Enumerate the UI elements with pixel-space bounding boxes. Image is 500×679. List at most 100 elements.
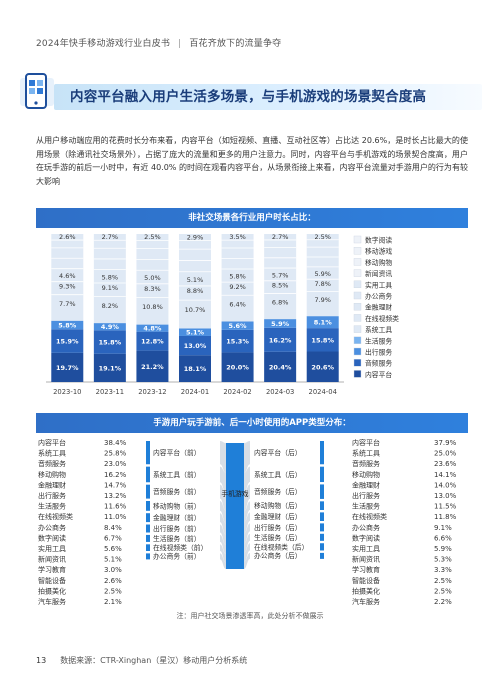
before-app-name: 新闻资讯: [38, 555, 66, 564]
flow-band-after: [244, 533, 250, 553]
bar-value-label: 8.5%: [272, 282, 289, 290]
flow-label-after: 内容平台（后）: [254, 448, 302, 457]
bar-value-label: 5.8%: [102, 273, 119, 281]
flow-node-after: [320, 484, 324, 499]
bar-value-label: 7.7%: [59, 300, 76, 308]
after-app-name: 拍摄美化: [352, 586, 380, 595]
flow-label-before: 音频服务（前）: [153, 487, 201, 496]
legend-label: 系统工具: [365, 325, 392, 334]
flow-band-before: [220, 513, 226, 535]
after-app-name: 出行服务: [352, 491, 380, 500]
flow-label-after: 办公商务（后）: [254, 551, 302, 560]
flow-label-after: 音频服务（后）: [254, 487, 302, 496]
legend-swatch: [353, 325, 362, 333]
flow-label-before: 出行服务（前）: [153, 524, 201, 533]
flow-label-before: 在线视频类（前）: [153, 543, 207, 552]
bar-segment: [179, 355, 211, 382]
after-app-value: 2.5%: [434, 587, 452, 595]
flow-label-after: 系统工具（后）: [254, 470, 302, 479]
after-app-value: 14.0%: [434, 481, 457, 489]
section-title: 内容平台融入用户生活多场景，与手机游戏的场景契合度高: [18, 70, 482, 116]
stacked-bar-svg: 19.7% 15.9% 5.8% 7.7% 9.3% 4.6% 2.6% 2023-10 19.…: [46, 233, 399, 396]
flow-band-before: [220, 534, 226, 554]
app-flow-chart: 内容平台 38.4% 系统工具 25.8% 音频服务 23.0% 移动购物 16.2% 金融理财…: [36, 435, 468, 615]
bar-value-label: 5.7%: [272, 271, 289, 279]
before-app-name: 移动购物: [38, 470, 66, 479]
bar-value-label: 19.7%: [56, 364, 79, 372]
flow-band-after: [244, 501, 250, 523]
after-app-value: 23.6%: [434, 460, 457, 468]
x-tick-label: 2023-12: [138, 388, 166, 396]
bar-value-label: 2.5%: [314, 233, 331, 241]
after-app-name: 音频服务: [352, 459, 380, 468]
bar-segment-upper: [179, 234, 211, 329]
before-app-value: 13.2%: [104, 492, 127, 500]
before-app-name: 出行服务: [38, 491, 66, 500]
legend-label: 音频服务: [365, 359, 392, 368]
before-app-name: 实用工具: [38, 544, 66, 553]
flow-band-after: [244, 523, 250, 544]
bar-value-label: 8.3%: [144, 285, 161, 293]
flow-node-before: [146, 513, 150, 523]
bar-segment: [306, 351, 339, 382]
bar-value-label: 5.1%: [186, 329, 205, 337]
before-app-value: 11.0%: [104, 513, 127, 521]
bar-value-label: 2.6%: [59, 233, 76, 241]
chart1-title-bar: 非社交场景各行业用户时长占比：: [36, 208, 468, 228]
legend-label: 实用工具: [365, 280, 392, 289]
after-app-value: 11.5%: [434, 503, 457, 511]
flow-node-after: [320, 523, 324, 532]
after-app-value: 2.2%: [434, 598, 452, 606]
after-app-name: 汽车服务: [352, 597, 380, 606]
flow-node-after: [320, 466, 324, 483]
bar-segment: [136, 350, 169, 382]
bar-value-label: 4.8%: [143, 325, 162, 333]
x-tick-label: 2024-03: [266, 388, 294, 396]
bar-value-label: 5.9%: [271, 320, 290, 328]
before-app-name: 音频服务: [38, 459, 66, 468]
legend-label: 数字阅读: [365, 236, 392, 245]
bar-segment: [264, 327, 297, 352]
bar-value-label: 5.9%: [314, 270, 331, 278]
before-app-value: 2.6%: [104, 577, 122, 585]
bar-value-label: 5.6%: [229, 322, 248, 330]
header-left: 2024年快手移动游戏行业白皮书: [36, 39, 171, 49]
x-tick-label: 2023-11: [96, 388, 124, 396]
before-app-name: 生活服务: [38, 502, 66, 511]
before-app-name: 在线视频类: [38, 512, 73, 521]
bar-segment: [51, 320, 84, 330]
after-app-value: 25.0%: [434, 450, 457, 458]
app-flow-svg: 内容平台 38.4% 系统工具 25.8% 音频服务 23.0% 移动购物 16.2% 金融理财…: [38, 438, 457, 606]
bar-value-label: 2.7%: [102, 233, 119, 241]
bar-value-label: 5.1%: [187, 276, 204, 284]
bar-value-label: 15.3%: [226, 338, 249, 346]
after-app-value: 3.3%: [434, 566, 452, 574]
bar-value-label: 16.2%: [269, 336, 292, 344]
legend-swatch: [353, 314, 362, 322]
flow-label-before: 生活服务（前）: [153, 534, 201, 543]
flow-node-before: [146, 484, 150, 499]
before-app-value: 23.0%: [104, 460, 127, 468]
after-app-value: 13.0%: [434, 492, 457, 500]
bar-value-label: 8.2%: [102, 302, 119, 310]
legend-label: 出行服务: [365, 348, 392, 357]
flow-band-before: [220, 441, 226, 473]
flow-node-after: [320, 501, 324, 510]
flow-node-before: [146, 544, 150, 551]
before-app-name: 数字阅读: [38, 533, 66, 542]
flow-node-before: [146, 501, 150, 511]
bar-segment-upper: [93, 234, 126, 324]
flow-label-before: 内容平台（前）: [153, 448, 201, 457]
bar-value-label: 10.8%: [142, 303, 163, 311]
before-app-name: 金融理财: [38, 480, 66, 489]
legend-swatch: [353, 291, 362, 300]
page-footer: 13 数据来源：CTR-Xinghan（星汉）移动用户分析系统: [36, 655, 247, 666]
legend-swatch: [353, 258, 362, 266]
flow-label-after: 在线视频类（后）: [254, 542, 308, 551]
bar-value-label: 15.8%: [311, 336, 334, 344]
bar-value-label: 6.4%: [229, 300, 246, 308]
flow-label-before: 办公商务（前）: [153, 551, 201, 560]
legend-label: 内容平台: [365, 370, 392, 379]
before-app-name: 内容平台: [38, 438, 66, 447]
bar-value-label: 6.8%: [272, 299, 289, 307]
